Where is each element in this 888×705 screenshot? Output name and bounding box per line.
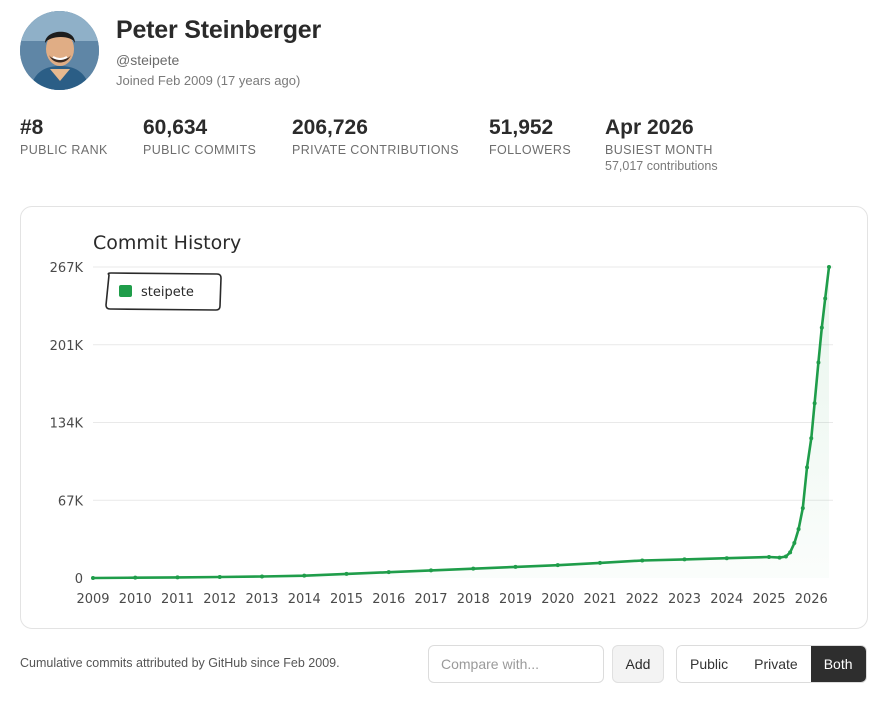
- stat-public-rank: #8 PUBLIC RANK: [20, 116, 108, 157]
- stat-value: 206,726: [292, 116, 368, 139]
- data-point: [429, 568, 434, 573]
- legend-box: [105, 272, 222, 311]
- data-point: [788, 550, 793, 555]
- data-point: [133, 575, 138, 580]
- mode-both-button[interactable]: Both: [810, 646, 866, 682]
- x-tick-label: 2010: [119, 592, 152, 607]
- data-point: [386, 570, 391, 575]
- data-point: [302, 573, 307, 578]
- x-tick-label: 2022: [626, 592, 659, 607]
- data-point: [823, 296, 828, 301]
- compare-input[interactable]: [428, 645, 604, 683]
- data-point: [809, 436, 814, 441]
- profile-header: Peter Steinberger @steipete Joined Feb 2…: [20, 11, 321, 90]
- x-tick-label: 2014: [288, 592, 321, 607]
- data-point: [344, 571, 349, 576]
- data-point: [682, 557, 687, 562]
- x-tick-label: 2026: [795, 592, 828, 607]
- chart-title: Commit History: [93, 232, 241, 254]
- stat-value: Apr 2026: [605, 116, 694, 139]
- profile-name: Peter Steinberger: [116, 16, 322, 44]
- stat-value: 60,634: [143, 116, 208, 139]
- profile-handle: @steipete: [116, 52, 180, 68]
- x-tick-label: 2018: [457, 592, 490, 607]
- data-point: [471, 566, 476, 571]
- data-point: [812, 401, 817, 406]
- x-tick-label: 2009: [76, 592, 109, 607]
- data-point: [217, 574, 222, 579]
- stat-followers: 51,952 FOLLOWERS: [489, 116, 571, 157]
- data-point: [777, 555, 782, 560]
- stat-busiest-month: Apr 2026 BUSIEST MONTH 57,017 contributi…: [605, 116, 718, 173]
- data-point: [816, 360, 821, 365]
- chart-footnote: Cumulative commits attributed by GitHub …: [20, 656, 340, 670]
- x-tick-label: 2024: [710, 592, 743, 607]
- data-point: [767, 555, 772, 560]
- x-tick-label: 2012: [203, 592, 236, 607]
- data-point: [819, 325, 824, 330]
- data-point: [724, 556, 729, 561]
- contribution-mode-toggle: Public Private Both: [676, 645, 867, 683]
- avatar: [20, 11, 99, 90]
- stat-label: PUBLIC COMMITS: [143, 143, 257, 157]
- stat-sub: 57,017 contributions: [605, 159, 718, 173]
- stat-label: PRIVATE CONTRIBUTIONS: [292, 143, 459, 157]
- mode-public-button[interactable]: Public: [677, 646, 742, 682]
- data-point: [792, 541, 797, 546]
- stat-value: 51,952: [489, 116, 554, 139]
- data-point: [91, 576, 95, 580]
- x-tick-label: 2020: [541, 592, 574, 607]
- data-point: [783, 554, 788, 559]
- legend-swatch: [119, 285, 132, 297]
- data-point: [260, 574, 265, 579]
- y-tick-label: 201K: [50, 339, 84, 354]
- x-tick-label: 2019: [499, 592, 532, 607]
- x-tick-label: 2016: [372, 592, 405, 607]
- x-tick-label: 2017: [414, 592, 447, 607]
- mode-private-button[interactable]: Private: [741, 646, 811, 682]
- stat-label: BUSIEST MONTH: [605, 143, 713, 157]
- profile-joined: Joined Feb 2009 (17 years ago): [116, 73, 301, 88]
- x-tick-label: 2021: [583, 592, 616, 607]
- x-tick-label: 2025: [752, 592, 785, 607]
- stat-value: #8: [20, 116, 44, 139]
- data-point: [175, 575, 180, 580]
- data-point: [800, 506, 805, 511]
- commit-history-chart: Commit History 0 67K 134K 201K 267K 2009 2010…: [20, 206, 868, 629]
- series-line-steipete: [91, 265, 831, 580]
- legend-label: steipete: [141, 285, 194, 300]
- chart-canvas: Commit History 0 67K 134K 201K 267K 2009 2010…: [50, 232, 833, 607]
- data-point: [796, 527, 801, 532]
- chart-legend: steipete: [105, 272, 222, 311]
- data-point: [513, 564, 518, 569]
- y-tick-label: 134K: [50, 417, 84, 432]
- stat-label: PUBLIC RANK: [20, 143, 108, 157]
- add-compare-button[interactable]: Add: [612, 645, 664, 683]
- data-point: [805, 465, 810, 470]
- x-tick-label: 2023: [668, 592, 701, 607]
- stat-private-contributions: 206,726 PRIVATE CONTRIBUTIONS: [292, 116, 459, 157]
- x-tick-label: 2013: [245, 592, 278, 607]
- data-point: [555, 563, 560, 568]
- stat-label: FOLLOWERS: [489, 143, 572, 157]
- stat-public-commits: 60,634 PUBLIC COMMITS: [143, 116, 256, 157]
- data-point: [827, 265, 831, 269]
- y-tick-label: 267K: [50, 261, 84, 276]
- y-tick-label: 67K: [58, 494, 84, 509]
- data-point: [640, 558, 645, 563]
- x-tick-label: 2011: [161, 592, 194, 607]
- data-point: [598, 560, 603, 565]
- y-tick-label: 0: [75, 572, 83, 587]
- x-tick-label: 2015: [330, 592, 363, 607]
